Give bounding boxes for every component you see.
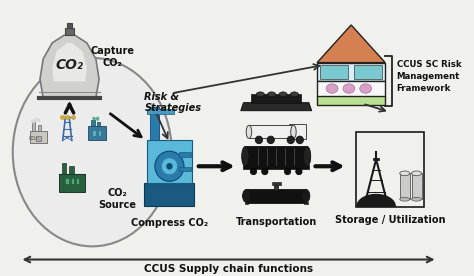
Bar (98, 130, 101, 136)
Ellipse shape (290, 92, 299, 97)
Ellipse shape (256, 92, 264, 97)
Bar (38, 125, 41, 131)
Text: Transportation: Transportation (236, 217, 317, 227)
Ellipse shape (267, 92, 276, 97)
Circle shape (284, 168, 291, 175)
Circle shape (287, 136, 294, 144)
Bar (320, 65, 347, 79)
Ellipse shape (279, 92, 287, 97)
Circle shape (296, 168, 302, 175)
Bar (245, 201, 248, 205)
Text: CCUS SC Risk
Management
Framework: CCUS SC Risk Management Framework (397, 60, 461, 93)
Bar (244, 165, 309, 169)
Bar (411, 173, 421, 199)
Ellipse shape (291, 125, 296, 139)
Circle shape (255, 136, 263, 144)
Text: Compress CO₂: Compress CO₂ (131, 218, 208, 228)
Bar (92, 130, 96, 136)
Bar (76, 178, 80, 184)
Bar (400, 173, 410, 199)
Bar (147, 109, 174, 115)
Ellipse shape (411, 197, 421, 201)
Bar (97, 121, 100, 126)
Bar (59, 174, 84, 192)
Ellipse shape (303, 147, 311, 166)
Bar (179, 167, 191, 171)
Polygon shape (317, 25, 385, 63)
Bar (145, 183, 194, 206)
Circle shape (166, 163, 173, 169)
Bar (289, 124, 306, 139)
Polygon shape (241, 103, 311, 111)
Bar (317, 81, 385, 97)
Ellipse shape (400, 171, 410, 176)
Circle shape (31, 119, 36, 123)
Bar (246, 147, 307, 166)
Circle shape (161, 158, 178, 175)
Text: CO₂: CO₂ (103, 58, 123, 68)
Ellipse shape (242, 147, 249, 166)
Ellipse shape (13, 58, 172, 246)
Circle shape (262, 168, 268, 175)
Bar (65, 28, 74, 35)
Ellipse shape (326, 84, 338, 93)
Ellipse shape (360, 84, 372, 93)
Bar (272, 182, 281, 185)
Bar (147, 140, 192, 183)
Bar (304, 201, 308, 205)
Text: Storage / Utilization: Storage / Utilization (335, 216, 445, 225)
Bar (69, 166, 73, 174)
Ellipse shape (301, 189, 310, 203)
Polygon shape (52, 43, 87, 81)
Bar (36, 136, 41, 141)
Ellipse shape (411, 171, 421, 176)
Circle shape (34, 118, 38, 121)
Ellipse shape (93, 117, 95, 120)
Text: CO₂: CO₂ (29, 136, 38, 141)
Bar (88, 126, 106, 140)
Bar (317, 63, 385, 81)
Ellipse shape (243, 189, 251, 203)
Bar (179, 152, 191, 157)
Ellipse shape (400, 197, 410, 201)
Circle shape (250, 168, 256, 175)
Bar (251, 94, 301, 103)
Ellipse shape (246, 125, 252, 139)
Bar (65, 178, 69, 184)
Bar (150, 107, 158, 140)
Bar (71, 178, 74, 184)
Bar (62, 163, 66, 174)
Text: CO₂: CO₂ (55, 58, 83, 72)
Polygon shape (40, 33, 99, 98)
Text: Risk &
Strategies: Risk & Strategies (145, 92, 201, 113)
Circle shape (267, 136, 274, 144)
Polygon shape (357, 195, 395, 206)
Bar (274, 185, 278, 190)
Bar (249, 125, 293, 139)
Bar (246, 189, 306, 203)
Text: CO₂
Source: CO₂ Source (98, 189, 136, 210)
Circle shape (155, 151, 184, 181)
Text: Capture: Capture (91, 46, 135, 56)
Circle shape (296, 136, 303, 144)
Bar (67, 23, 72, 28)
Bar (32, 122, 35, 131)
Ellipse shape (343, 84, 355, 93)
Bar (355, 65, 382, 79)
Bar (356, 132, 424, 207)
Bar (30, 131, 47, 143)
Circle shape (37, 119, 40, 122)
Bar (317, 95, 385, 105)
Text: CCUS Supply chain functions: CCUS Supply chain functions (144, 264, 313, 274)
Ellipse shape (96, 117, 99, 120)
Bar (91, 120, 94, 126)
